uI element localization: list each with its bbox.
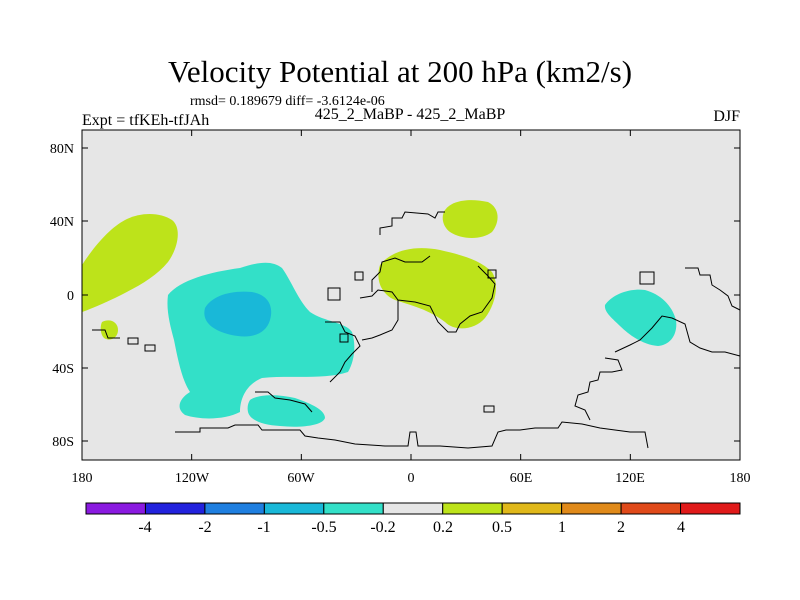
season-label: DJF: [713, 108, 740, 125]
lon-tick-label: 180: [72, 471, 93, 486]
colorbar-label: 4: [677, 519, 685, 536]
coastline-west-africa-south: [361, 300, 399, 341]
case-label: 425_2_MaBP - 425_2_MaBP: [314, 106, 506, 123]
island-3: [327, 287, 341, 301]
lon-tick-label: 60E: [510, 471, 533, 486]
experiment-label: Expt = tfKEh-tfJAh: [82, 112, 210, 129]
stats-label: rmsd= 0.189679 diff= -3.6124e-06: [190, 94, 385, 109]
colorbar-label: -1: [257, 519, 270, 536]
island-7: [483, 405, 495, 413]
colorbar-label: 2: [617, 519, 625, 536]
coastline-africa: [359, 265, 496, 333]
colorbar-swatch: [620, 502, 682, 515]
lat-tick-label: 0: [67, 289, 74, 304]
island-8: [487, 269, 497, 279]
colorbar-swatch: [144, 502, 206, 515]
positive-anomaly-south-pacific-spot: [100, 320, 118, 340]
lat-tick-label: 40N: [50, 215, 74, 230]
island-2: [144, 344, 156, 352]
lon-tick-label: 60W: [287, 471, 315, 486]
colorbar-swatch: [263, 502, 325, 515]
lat-tick-label: 80N: [50, 142, 74, 157]
negative-anomaly-core: [204, 291, 272, 337]
island-5: [339, 333, 349, 343]
colorbar-swatch: [680, 502, 741, 515]
coastline-pacific-islands: [92, 329, 120, 339]
coastline-europe: [379, 211, 445, 235]
lon-tick-label: 120E: [615, 471, 645, 486]
lat-tick-label: 40S: [52, 362, 74, 377]
colorbar-label: 0.5: [492, 519, 512, 536]
colorbar-labels: -4 -2 -1 -0.5 -0.2 0.2 0.5 1 2 4: [138, 519, 685, 536]
lon-tick-label: 0: [408, 471, 415, 486]
positive-anomaly-north-pacific: [82, 214, 178, 312]
lon-tick-label: 180: [730, 471, 751, 486]
island-6: [639, 271, 655, 285]
coastline-north-africa: [371, 255, 431, 292]
colorbar-label: -2: [198, 519, 211, 536]
colorbar-label: -0.2: [370, 519, 395, 536]
coastline-south-america-west: [255, 391, 313, 413]
coastlines: [92, 211, 741, 449]
colorbar-swatch: [204, 502, 265, 515]
negative-anomaly-south-atlantic: [247, 395, 325, 427]
coastline-asia-east: [614, 315, 741, 357]
colorbar-swatch: [561, 502, 622, 515]
chart-title: Velocity Potential at 200 hPa (km2/s): [167, 54, 633, 89]
colorbar-label: 0.2: [433, 519, 453, 536]
negative-anomaly-west-pacific: [604, 289, 677, 346]
colorbar-label: -0.5: [311, 519, 336, 536]
colorbar-swatch: [85, 502, 146, 515]
coastline-maritime: [574, 357, 623, 421]
lat-tick-label: 80S: [52, 435, 74, 450]
coastline-asia-north: [685, 267, 741, 311]
colorbar-swatch: [382, 502, 444, 515]
colorbar-swatch: [442, 502, 503, 515]
colorbar-label: 1: [558, 519, 566, 536]
colorbar-swatch: [323, 502, 384, 515]
lon-tick-label: 120W: [175, 471, 210, 486]
longitude-tick-marks: [81, 130, 741, 460]
coastline-south-america-east: [325, 321, 361, 383]
positive-anomaly-asia: [442, 200, 498, 238]
coastline-antarctica: [175, 421, 649, 449]
colorbar-label: -4: [138, 519, 151, 536]
latitude-tick-marks: [82, 147, 740, 442]
colorbar-swatch: [501, 502, 563, 515]
island-1: [127, 337, 139, 345]
positive-anomaly-africa: [378, 248, 496, 329]
island-4: [354, 271, 364, 281]
colorbar: [85, 502, 741, 515]
